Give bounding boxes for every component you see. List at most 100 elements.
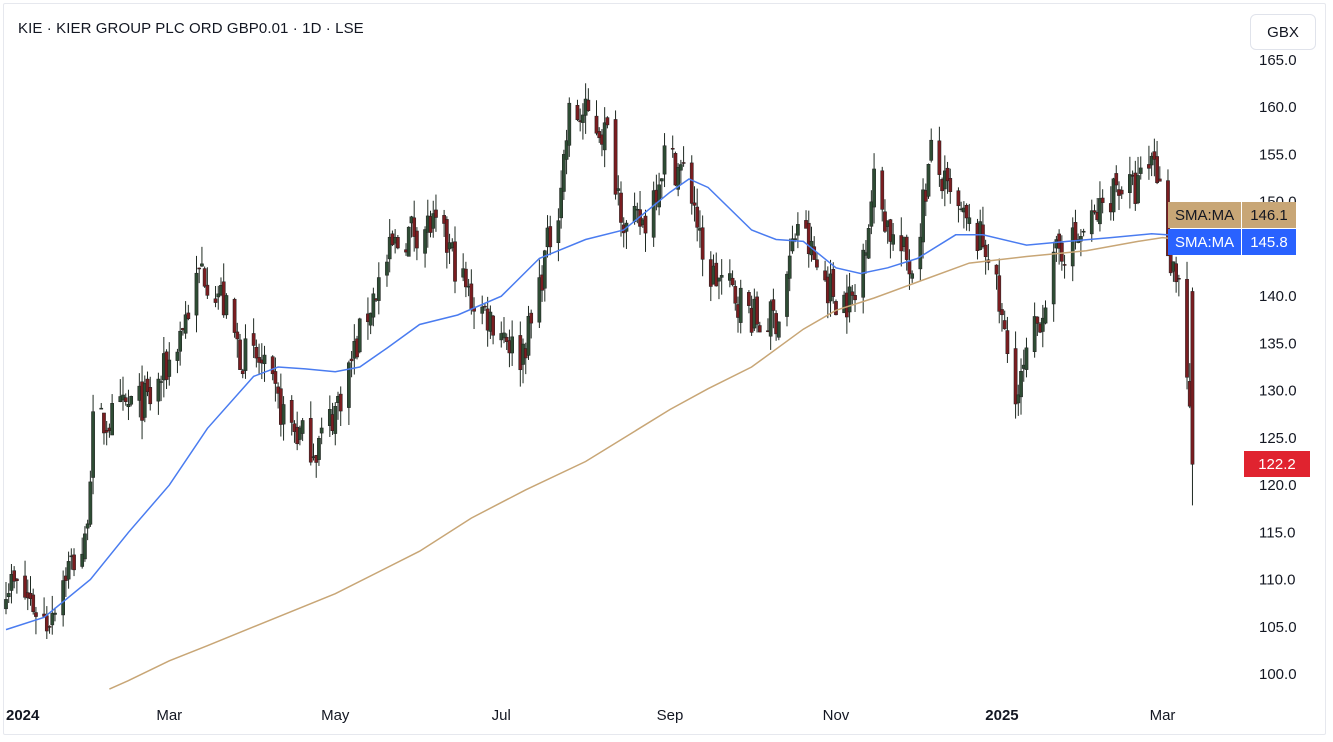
candle xyxy=(338,386,343,427)
candle xyxy=(768,299,773,350)
sma200-badge-value: 146.1 xyxy=(1242,202,1296,228)
candle xyxy=(619,181,623,237)
candle xyxy=(491,314,495,345)
candle xyxy=(638,190,642,235)
candle xyxy=(956,187,961,223)
candle xyxy=(376,262,381,315)
currency-button[interactable]: GBX xyxy=(1250,14,1316,50)
candle xyxy=(1005,316,1010,363)
candle xyxy=(368,312,373,335)
candle xyxy=(586,88,591,112)
candle xyxy=(72,548,76,577)
candle xyxy=(659,178,664,199)
candle xyxy=(502,317,506,344)
candle xyxy=(371,287,376,327)
x-tick-label: Mar xyxy=(1150,707,1176,724)
candle xyxy=(730,270,735,287)
candle xyxy=(806,210,811,268)
candle xyxy=(1070,217,1075,282)
candle xyxy=(42,597,46,618)
candle xyxy=(9,564,14,604)
y-tick-label: 140.0 xyxy=(1259,288,1297,305)
candle xyxy=(662,133,667,188)
candle xyxy=(504,333,509,351)
candle xyxy=(156,372,161,415)
candle xyxy=(83,526,87,562)
candle xyxy=(929,128,934,163)
candle xyxy=(243,324,248,379)
candle xyxy=(564,129,569,175)
candle xyxy=(1002,310,1007,330)
candle xyxy=(66,551,71,589)
candle xyxy=(542,249,547,302)
candle xyxy=(1157,166,1162,182)
candle xyxy=(102,412,106,445)
candle xyxy=(643,209,648,252)
candle xyxy=(1016,384,1021,416)
candle xyxy=(834,299,838,316)
candle xyxy=(99,402,104,410)
x-tick-label: May xyxy=(321,707,350,724)
candle xyxy=(224,293,229,319)
candle xyxy=(483,303,487,311)
candle xyxy=(251,318,256,358)
candle xyxy=(104,421,109,446)
candle xyxy=(787,238,792,292)
candle xyxy=(300,417,305,442)
candle xyxy=(200,246,204,267)
candle xyxy=(396,234,400,250)
candle xyxy=(624,220,629,249)
candle xyxy=(1128,156,1132,209)
candle xyxy=(891,222,895,251)
candle xyxy=(1138,156,1143,180)
candle xyxy=(823,260,827,282)
candle xyxy=(1062,254,1067,279)
candle xyxy=(480,295,485,325)
candle xyxy=(44,606,49,639)
candle xyxy=(254,339,259,368)
candle xyxy=(357,317,362,354)
candle xyxy=(123,393,128,406)
candle xyxy=(1177,274,1181,297)
candle xyxy=(581,103,585,140)
sma50-badge-value: 145.8 xyxy=(1242,229,1296,255)
candle xyxy=(175,348,180,374)
candle xyxy=(510,320,515,366)
candle xyxy=(317,435,321,466)
x-tick-label: Mar xyxy=(156,707,182,724)
candle xyxy=(412,200,417,252)
sma50-line xyxy=(5,178,1199,631)
candle xyxy=(689,155,694,215)
candle xyxy=(1051,241,1056,322)
candle xyxy=(464,261,468,298)
y-tick-label: 125.0 xyxy=(1259,430,1297,447)
candle xyxy=(945,161,950,194)
candle xyxy=(1114,165,1119,193)
candle xyxy=(717,277,721,300)
candle xyxy=(1190,287,1195,506)
candle xyxy=(1024,337,1029,378)
candle xyxy=(431,200,436,238)
candle xyxy=(676,163,680,197)
candle xyxy=(47,625,52,634)
candle xyxy=(526,305,531,360)
y-tick-label: 130.0 xyxy=(1259,383,1297,400)
candle xyxy=(145,371,150,397)
y-tick-label: 155.0 xyxy=(1259,146,1297,163)
candle xyxy=(575,99,580,122)
candle xyxy=(53,607,57,622)
time-axis[interactable]: 2024 Mar May Jul Sep Nov 2025 Mar xyxy=(6,707,1175,724)
candle xyxy=(240,368,245,379)
sma50-badge-name: SMA:MA xyxy=(1168,229,1243,255)
candle xyxy=(937,126,942,187)
candle xyxy=(602,107,607,168)
candle xyxy=(812,236,817,260)
candle xyxy=(126,389,131,421)
candle xyxy=(904,234,909,271)
price-axis[interactable]: 100.0 105.0 110.0 115.0 120.0 125.0 130.0 135.0… xyxy=(1259,52,1297,683)
candle xyxy=(757,321,762,333)
sma200-badge-name: SMA:MA xyxy=(1168,202,1243,228)
candle xyxy=(183,301,188,339)
candle xyxy=(521,338,525,384)
